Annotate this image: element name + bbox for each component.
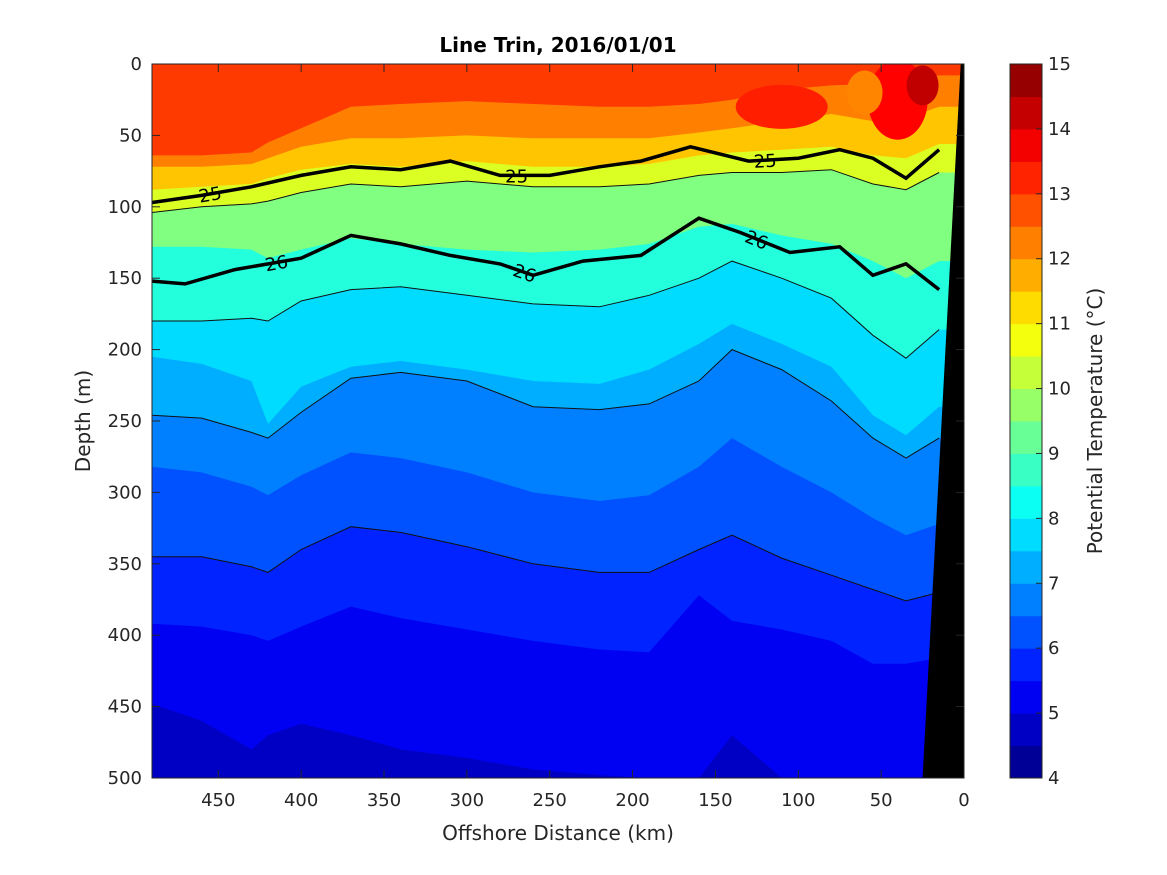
density-label-group: 25 <box>753 151 777 173</box>
y-tick-label: 200 <box>108 340 142 361</box>
x-tick-label: 150 <box>698 790 732 811</box>
density-label: 25 <box>505 166 528 187</box>
colorbar-swatch <box>1010 485 1042 519</box>
colorbar-swatch <box>1010 421 1042 454</box>
chart-title: Line Trin, 2016/01/01 <box>439 33 676 57</box>
x-axis-ticks: 450 400 350 300 250 200 150 100 50 0 <box>201 64 970 811</box>
y-tick-label: 250 <box>108 411 142 432</box>
colorbar-swatch <box>1010 453 1042 487</box>
colorbar-swatch <box>1010 550 1042 584</box>
colorbar-tick-label: 4 <box>1048 768 1059 789</box>
colorbar-swatch <box>1010 291 1042 325</box>
x-tick-label: 50 <box>870 790 893 811</box>
isotherm-line <box>152 169 940 213</box>
isotherm-lines <box>152 169 940 602</box>
y-tick-label: 350 <box>108 554 142 575</box>
density-label: 25 <box>753 151 777 173</box>
x-tick-label: 250 <box>533 790 567 811</box>
colorbar-swatch <box>1010 713 1042 747</box>
colorbar-swatch <box>1010 745 1042 779</box>
isotherm-line <box>152 349 940 459</box>
y-tick-label: 500 <box>108 768 142 789</box>
colorbar-swatch <box>1010 128 1042 162</box>
colorbar-swatch <box>1010 615 1042 649</box>
colorbar-swatch <box>1010 226 1042 260</box>
warm-patch <box>735 84 828 129</box>
colorbar-swatch <box>1010 96 1042 130</box>
y-tick-label: 50 <box>119 125 142 146</box>
colorbar-tick-label: 13 <box>1048 184 1071 205</box>
y-tick-label: 100 <box>108 197 142 218</box>
colorbar-swatch <box>1010 583 1042 617</box>
isotherm-line <box>152 260 940 359</box>
colorbar-swatch <box>1010 193 1042 227</box>
density-contour-25 <box>152 144 941 205</box>
density-label-group: 25 <box>505 166 528 187</box>
warm-patch <box>906 65 939 106</box>
colorbar-tick-label: 6 <box>1048 638 1059 659</box>
x-axis-label: Offshore Distance (km) <box>442 821 674 845</box>
colorbar-tick-label: 14 <box>1048 119 1071 140</box>
colorbar <box>1010 64 1042 779</box>
x-tick-label: 0 <box>958 790 969 811</box>
density-contour-26 <box>152 216 941 291</box>
colorbar-swatch <box>1010 64 1042 97</box>
colorbar-swatch <box>1010 258 1042 292</box>
y-axis-label: Depth (m) <box>71 370 95 472</box>
x-tick-label: 350 <box>367 790 401 811</box>
density-label: 25 <box>197 183 223 208</box>
colorbar-tick-label: 5 <box>1048 703 1059 724</box>
continental-shelf <box>922 64 964 778</box>
x-tick-label: 450 <box>201 790 235 811</box>
y-tick-label: 0 <box>131 54 142 75</box>
colorbar-tick-label: 11 <box>1048 314 1071 335</box>
x-tick-label: 200 <box>615 790 649 811</box>
y-tick-label: 450 <box>108 697 142 718</box>
x-tick-label: 400 <box>284 790 318 811</box>
x-tick-label: 100 <box>781 790 815 811</box>
colorbar-tick-label: 9 <box>1048 443 1059 464</box>
density-label-group: 25 <box>197 183 223 208</box>
colorbar-swatch <box>1010 680 1042 714</box>
y-axis-ticks: 0 50 100 150 200 250 300 350 400 450 500 <box>108 54 964 789</box>
colorbar-swatch <box>1010 161 1042 195</box>
colorbar-frame <box>1009 63 1043 779</box>
colorbar-swatch <box>1010 518 1042 552</box>
colorbar-swatch <box>1010 323 1042 357</box>
y-tick-label: 150 <box>108 268 142 289</box>
temperature-bands <box>152 64 964 778</box>
colorbar-tick-label: 12 <box>1048 249 1071 270</box>
density-label-group: 26 <box>263 252 289 277</box>
cool-patch <box>846 70 883 115</box>
colorbar-tick-label: 7 <box>1048 573 1059 594</box>
x-tick-label: 300 <box>450 790 484 811</box>
colorbar-label: Potential Temperature (°C) <box>1083 288 1107 555</box>
colorbar-tick-label: 10 <box>1048 379 1071 400</box>
colorbar-swatch <box>1010 356 1042 390</box>
colorbar-tick-label: 15 <box>1048 54 1071 75</box>
band-12-5 <box>152 64 964 156</box>
isotherm-line <box>152 526 940 602</box>
density-label: 26 <box>263 252 289 277</box>
colorbar-tick-label: 8 <box>1048 508 1059 529</box>
y-tick-label: 300 <box>108 482 142 503</box>
y-tick-label: 400 <box>108 625 142 646</box>
colorbar-ticks: 4 5 6 7 8 9 10 11 12 13 14 15 <box>1036 54 1071 789</box>
colorbar-swatch <box>1010 648 1042 682</box>
colorbar-swatch <box>1010 388 1042 422</box>
